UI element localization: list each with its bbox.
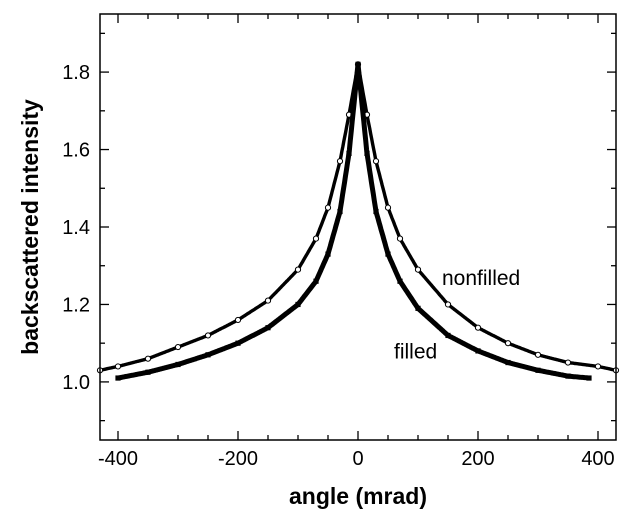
x-tick-label: -400 [98, 448, 138, 470]
data-point [474, 324, 482, 331]
data-point [144, 355, 152, 362]
series-trail [98, 64, 618, 372]
data-point [265, 325, 271, 331]
data-point [145, 369, 151, 375]
data-point [175, 361, 181, 368]
data-point [504, 340, 512, 347]
y-tick-label: 1.4 [62, 217, 90, 239]
data-point [313, 278, 319, 284]
data-point [204, 332, 212, 339]
data-point [174, 343, 182, 351]
data-point [324, 204, 332, 211]
data-point [475, 348, 481, 354]
x-axis-title: angle (mrad) [289, 483, 427, 509]
data-point [505, 359, 511, 366]
data-point [235, 340, 241, 346]
data-point [364, 150, 370, 157]
series-layer [96, 61, 620, 381]
data-point [414, 266, 422, 273]
data-point [445, 332, 451, 339]
data-point [325, 251, 331, 257]
data-point [384, 204, 392, 211]
data-point [346, 150, 352, 157]
data-point [114, 363, 122, 370]
data-point [336, 158, 344, 165]
x-tick-label: 400 [581, 448, 614, 470]
series-nonfilled [96, 61, 620, 374]
data-point [535, 367, 541, 373]
y-tick-label: 1.2 [62, 294, 90, 316]
x-tick-label: 200 [461, 448, 494, 470]
data-point [372, 158, 380, 165]
axes-layer: -400 -200 0 200 400 1.0 1.2 1.4 1.6 1.8 [62, 13, 617, 470]
x-tick-label: -200 [218, 448, 258, 470]
data-point [564, 359, 572, 366]
y-tick-label: 1.8 [62, 62, 90, 84]
data-point [565, 373, 571, 379]
data-point [355, 61, 361, 67]
data-point [586, 375, 592, 381]
data-point [295, 301, 301, 308]
data-point [115, 375, 121, 381]
data-point [205, 352, 211, 358]
data-point [415, 305, 421, 311]
series-trail [115, 61, 591, 381]
series-filled [115, 61, 592, 381]
data-point [337, 208, 343, 215]
y-axis-title: backscattered intensity [17, 99, 43, 355]
y-tick-label: 1.0 [62, 372, 90, 394]
x-tick-label: 0 [352, 448, 363, 470]
data-point [373, 208, 379, 215]
y-tick-label: 1.6 [62, 140, 90, 162]
data-point [264, 297, 272, 304]
data-point [444, 301, 452, 308]
data-point [534, 351, 542, 358]
annotation-nonfilled: nonfilled [442, 267, 520, 290]
data-point [396, 235, 404, 242]
data-point [312, 235, 320, 242]
annotation-filled: filled [394, 341, 437, 364]
data-point [294, 266, 302, 273]
data-point [594, 363, 602, 370]
data-point [397, 278, 403, 284]
data-point [385, 251, 391, 257]
data-point [234, 316, 242, 324]
